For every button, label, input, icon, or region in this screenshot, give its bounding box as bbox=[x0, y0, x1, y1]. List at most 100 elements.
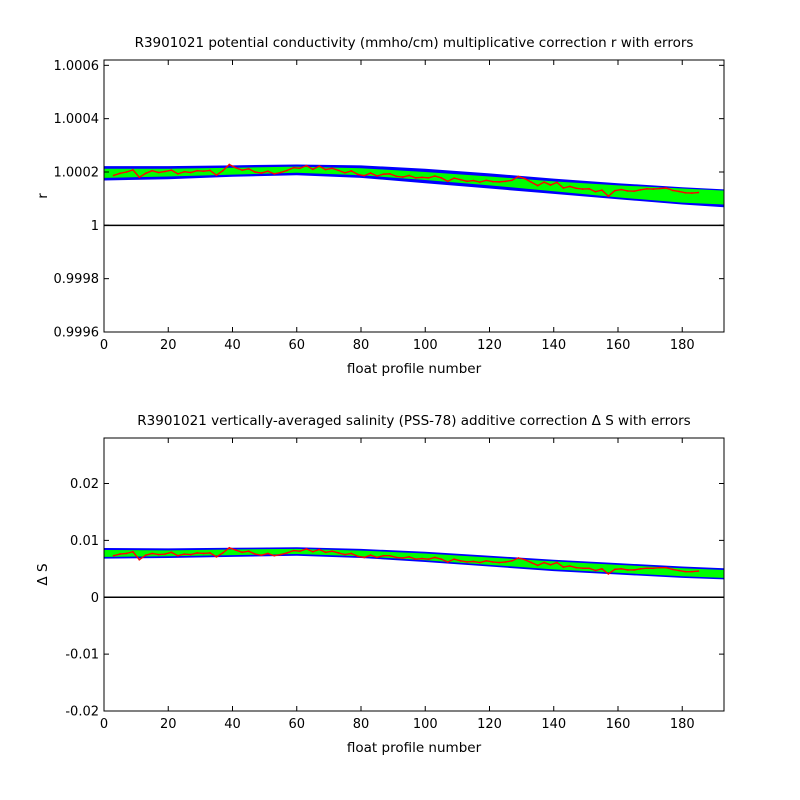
correction-point bbox=[594, 190, 597, 193]
correction-point bbox=[556, 181, 558, 184]
correction-point bbox=[209, 551, 211, 554]
correction-point bbox=[266, 552, 269, 555]
correction-point bbox=[504, 180, 507, 183]
correction-point bbox=[138, 558, 141, 561]
correction-point bbox=[440, 558, 443, 561]
correction-point bbox=[549, 184, 552, 186]
correction-point bbox=[228, 546, 231, 549]
correction-point bbox=[472, 179, 475, 182]
correction-point bbox=[453, 177, 456, 180]
correction-point bbox=[511, 179, 513, 182]
correction-point bbox=[421, 176, 423, 179]
correction-point bbox=[202, 170, 205, 173]
correction-point bbox=[613, 568, 616, 571]
correction-point bbox=[125, 171, 128, 173]
correction-point bbox=[433, 175, 436, 177]
correction-point bbox=[646, 567, 648, 570]
correction-point bbox=[234, 166, 237, 169]
correction-point bbox=[491, 561, 494, 563]
correction-point bbox=[530, 181, 533, 184]
correction-point bbox=[183, 170, 186, 173]
correction-point bbox=[594, 569, 597, 572]
correction-point bbox=[601, 189, 603, 192]
chart-title: R3901021 vertically-averaged salinity (P… bbox=[137, 413, 690, 429]
correction-point bbox=[678, 569, 680, 572]
correction-point bbox=[350, 170, 353, 172]
x-tick-label: 80 bbox=[353, 717, 370, 732]
correction-point bbox=[671, 189, 674, 192]
x-tick-label: 60 bbox=[288, 717, 305, 732]
correction-point bbox=[568, 565, 571, 567]
correction-point bbox=[382, 173, 385, 176]
y-tick-label: 1 bbox=[91, 219, 99, 234]
correction-point bbox=[511, 559, 513, 562]
correction-point bbox=[575, 566, 578, 569]
correction-point bbox=[588, 187, 590, 190]
x-tick-label: 40 bbox=[224, 717, 241, 732]
correction-point bbox=[453, 558, 456, 561]
correction-point bbox=[260, 554, 263, 557]
correction-point bbox=[305, 548, 308, 550]
correction-point bbox=[408, 174, 411, 177]
x-tick-label: 120 bbox=[477, 717, 502, 732]
correction-point bbox=[356, 555, 359, 558]
correction-point bbox=[517, 175, 520, 178]
correction-point bbox=[562, 187, 565, 189]
correction-point bbox=[517, 557, 520, 559]
correction-point bbox=[176, 554, 179, 557]
y-tick-label: -0.02 bbox=[65, 705, 99, 720]
correction-point bbox=[112, 554, 115, 557]
x-tick-label: 40 bbox=[224, 338, 241, 353]
correction-point bbox=[395, 556, 398, 559]
correction-point bbox=[254, 553, 256, 555]
correction-point bbox=[119, 172, 121, 175]
correction-point bbox=[395, 175, 398, 178]
correction-point bbox=[478, 181, 481, 184]
correction-point bbox=[427, 558, 430, 561]
correction-point bbox=[189, 553, 192, 556]
correction-point bbox=[221, 551, 224, 554]
chart-panel-1: 0 20 40 60 80 100 120 140 160 180 0.9996 0.9998 1 1.0… bbox=[35, 35, 725, 377]
correction-point bbox=[164, 170, 166, 173]
correction-point bbox=[401, 557, 404, 559]
correction-line bbox=[113, 163, 699, 197]
correction-point bbox=[607, 573, 610, 575]
correction-point bbox=[151, 552, 154, 555]
correction-point bbox=[581, 567, 584, 570]
correction-point bbox=[568, 185, 571, 188]
plot-data bbox=[104, 163, 724, 208]
correction-point bbox=[299, 550, 301, 553]
x-axis-label: float profile number bbox=[347, 740, 482, 756]
correction-point bbox=[408, 555, 411, 558]
correction-point bbox=[337, 169, 340, 172]
correction-point bbox=[318, 548, 321, 551]
correction-point bbox=[151, 169, 154, 172]
correction-point bbox=[215, 555, 218, 558]
correction-point bbox=[241, 551, 244, 554]
y-tick-label: -0.01 bbox=[65, 648, 99, 663]
correction-point bbox=[626, 190, 629, 192]
x-tick-label: 140 bbox=[541, 717, 566, 732]
correction-point bbox=[697, 191, 700, 194]
correction-point bbox=[575, 187, 578, 190]
correction-point bbox=[241, 169, 244, 172]
correction-point bbox=[684, 191, 687, 194]
correction-point bbox=[633, 569, 635, 571]
y-axis-label: r bbox=[35, 193, 51, 199]
x-tick-label: 100 bbox=[413, 338, 438, 353]
correction-point bbox=[459, 178, 462, 181]
correction-point bbox=[112, 174, 115, 177]
correction-point bbox=[601, 567, 603, 570]
correction-point bbox=[678, 190, 680, 193]
correction-point bbox=[299, 167, 301, 170]
correction-point bbox=[652, 567, 655, 570]
correction-point bbox=[530, 561, 533, 564]
x-tick-label: 180 bbox=[670, 338, 695, 353]
correction-point bbox=[363, 556, 366, 559]
correction-point bbox=[331, 167, 333, 170]
correction-point bbox=[273, 172, 276, 175]
x-tick-label: 160 bbox=[606, 717, 631, 732]
correction-point bbox=[228, 163, 231, 166]
correction-point bbox=[639, 188, 642, 191]
correction-point bbox=[132, 168, 134, 171]
